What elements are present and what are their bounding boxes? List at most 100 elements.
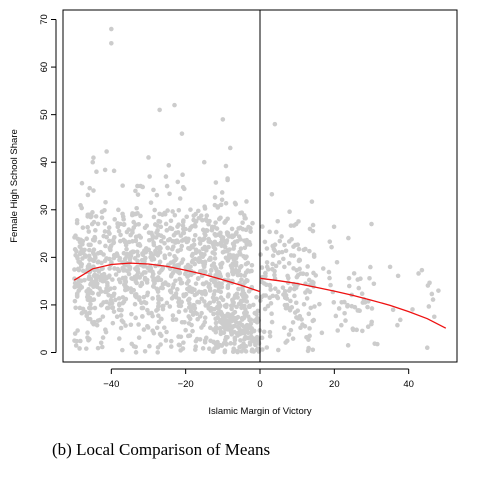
data-point (129, 276, 134, 281)
data-point (93, 282, 99, 287)
data-point (218, 295, 224, 300)
data-point (311, 252, 317, 257)
data-point (259, 335, 265, 341)
data-point (327, 275, 332, 281)
data-point (243, 216, 248, 221)
data-point (154, 192, 160, 198)
data-point (114, 251, 120, 256)
data-point (106, 293, 111, 298)
data-point (196, 275, 201, 281)
data-point (244, 237, 250, 243)
data-point (286, 288, 292, 293)
data-point (216, 216, 222, 222)
data-point (186, 245, 191, 251)
data-point (189, 253, 195, 259)
data-point (173, 291, 179, 296)
data-point (73, 343, 79, 348)
data-point (95, 273, 100, 279)
x-tick-label: −20 (178, 379, 194, 390)
data-point (207, 288, 213, 293)
data-point (425, 283, 431, 288)
data-point (91, 155, 96, 161)
data-point (131, 225, 137, 230)
data-point (270, 261, 275, 267)
data-point (247, 317, 252, 323)
data-point (99, 344, 105, 350)
data-point (133, 275, 139, 281)
data-point (307, 289, 313, 295)
data-point (106, 225, 112, 230)
data-point (223, 163, 229, 169)
data-point (300, 322, 305, 327)
data-point (419, 267, 425, 273)
data-point (202, 319, 208, 325)
data-point (204, 248, 209, 253)
data-point (86, 287, 91, 292)
data-point (230, 271, 236, 277)
data-point (193, 224, 198, 229)
data-point (147, 174, 152, 179)
data-point (226, 312, 231, 317)
data-point (276, 250, 282, 255)
data-point (120, 183, 125, 188)
data-point (345, 343, 351, 348)
data-point (166, 163, 172, 168)
data-point (213, 324, 219, 330)
data-point (72, 284, 77, 290)
data-point (237, 327, 243, 333)
data-point (147, 343, 152, 349)
data-point (306, 337, 311, 342)
data-point (328, 282, 333, 288)
data-point (339, 300, 344, 305)
data-point (93, 214, 99, 219)
data-point (210, 295, 216, 300)
data-point (395, 273, 401, 279)
data-point (146, 155, 151, 160)
data-point (218, 325, 223, 331)
data-point (182, 293, 188, 298)
data-point (193, 250, 199, 256)
data-point (141, 294, 147, 300)
data-point (261, 329, 267, 335)
data-point (193, 281, 199, 286)
data-point (356, 285, 362, 291)
data-point (94, 322, 100, 328)
data-point (213, 341, 218, 346)
data-point (285, 273, 290, 279)
data-point (276, 260, 282, 265)
data-point (148, 200, 154, 205)
data-point (226, 292, 231, 297)
data-point (244, 199, 249, 204)
data-point (141, 327, 147, 332)
data-point (228, 303, 234, 308)
data-point (142, 348, 148, 354)
data-point (151, 187, 156, 193)
data-point (90, 159, 96, 165)
data-point (98, 277, 103, 283)
data-point (102, 289, 108, 295)
data-point (272, 121, 278, 127)
data-point (120, 347, 125, 353)
data-point (239, 277, 244, 282)
data-point (191, 237, 197, 243)
data-point (75, 281, 81, 286)
data-point (221, 330, 227, 335)
data-point (216, 301, 222, 307)
data-point (162, 253, 167, 258)
data-point (303, 246, 308, 252)
x-axis-title: Islamic Margin of Victory (208, 406, 312, 417)
data-point (224, 248, 230, 254)
data-point (200, 346, 206, 351)
data-point (175, 287, 180, 292)
data-point (249, 262, 255, 268)
fit-lines (73, 262, 447, 329)
data-point (101, 300, 106, 305)
data-point (236, 268, 242, 274)
data-point (356, 308, 362, 313)
data-point (190, 328, 195, 334)
data-point (150, 274, 155, 280)
data-point (225, 273, 231, 278)
data-point (234, 230, 239, 235)
data-point (240, 226, 246, 232)
data-point (77, 346, 82, 351)
